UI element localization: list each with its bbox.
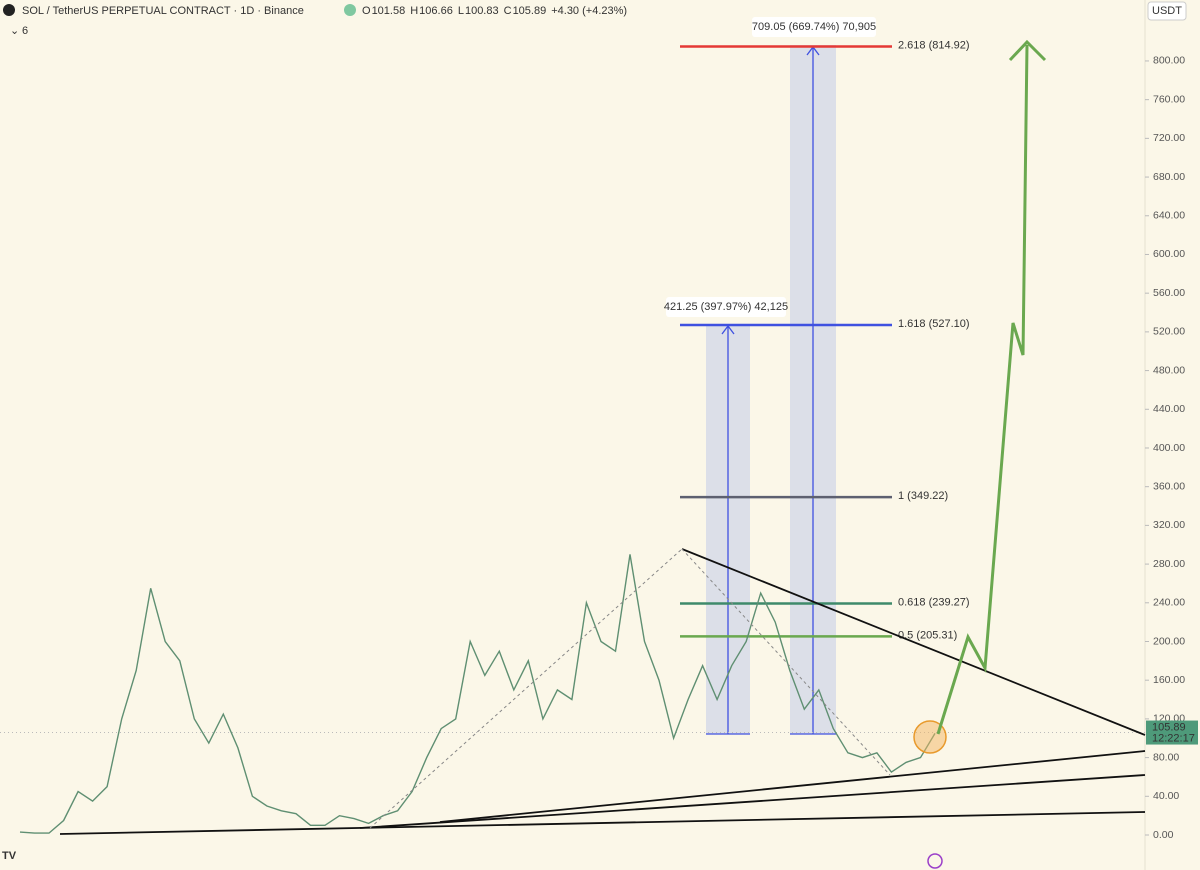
y-tick-label: 520.00 <box>1153 326 1185 338</box>
ohlc-value: 100.83 <box>465 5 499 17</box>
ohlc-value: 101.58 <box>372 5 406 17</box>
fib-label: 0.618 (239.27) <box>898 596 970 608</box>
ohlc-key: L <box>458 5 464 17</box>
y-tick-label: 80.00 <box>1153 751 1179 763</box>
projection-path <box>936 44 1029 735</box>
y-tick-label: 480.00 <box>1153 364 1185 376</box>
trend-lines <box>59 548 1146 835</box>
symbol-title: SOL / TetherUS PERPETUAL CONTRACT · 1D ·… <box>22 5 304 17</box>
ohlc-value: 105.89 <box>513 5 547 17</box>
y-tick-label: 400.00 <box>1153 442 1185 454</box>
fib-label: 2.618 (814.92) <box>898 39 970 51</box>
countdown: 12:22:17 <box>1152 732 1195 744</box>
fib-base <box>369 548 683 829</box>
price-tag <box>1146 720 1198 745</box>
flash-icon[interactable] <box>927 853 943 869</box>
y-tick-label: 360.00 <box>1153 480 1185 492</box>
y-tick-label: 680.00 <box>1153 171 1185 183</box>
currency-box[interactable] <box>1147 1 1187 21</box>
price-tag-value: 105.89 <box>1152 721 1186 733</box>
y-tick-label: 600.00 <box>1153 248 1185 260</box>
fib-label: 1 (349.22) <box>898 490 948 502</box>
y-tick-label: 800.00 <box>1153 55 1185 67</box>
fib-label: 1.618 (527.10) <box>898 318 970 330</box>
ohlc-key: H <box>410 5 418 17</box>
measure-label: 709.05 (669.74%) 70,905 <box>752 21 876 33</box>
y-tick-label: 560.00 <box>1153 287 1185 299</box>
header-bg <box>0 0 640 22</box>
status-dot <box>344 4 356 16</box>
fib-label: 0.5 (205.31) <box>898 629 957 641</box>
indicator-count[interactable]: 6 <box>22 25 28 37</box>
y-tick-label: 160.00 <box>1153 674 1185 686</box>
y-tick-label: 760.00 <box>1153 93 1185 105</box>
y-tick-label: 320.00 <box>1153 519 1185 531</box>
measure-label-bg <box>752 17 876 37</box>
logo: TV <box>2 850 17 862</box>
y-tick-label: 440.00 <box>1153 403 1185 415</box>
ohlc-value: 106.66 <box>419 5 453 17</box>
projection-arrowhead <box>1008 39 1047 62</box>
measure-label: 421.25 (397.97%) 42,125 <box>664 301 788 313</box>
ohlc-key: C <box>504 5 512 17</box>
y-tick-label: 40.00 <box>1153 790 1179 802</box>
symbol-icon <box>3 4 15 16</box>
y-tick-label: 640.00 <box>1153 210 1185 222</box>
y-tick-label: 200.00 <box>1153 635 1185 647</box>
price-line <box>19 554 936 834</box>
ohlc-key: O <box>362 5 371 17</box>
indicator-toggle[interactable]: ⌄ <box>10 25 19 37</box>
measure-label-bg <box>666 297 786 317</box>
y-tick-label: 240.00 <box>1153 597 1185 609</box>
y-tick-label: 280.00 <box>1153 558 1185 570</box>
currency[interactable]: USDT <box>1152 5 1182 17</box>
measure-arrows <box>706 45 836 735</box>
y-tick-label: 0.00 <box>1153 829 1174 841</box>
y-tick-label: 720.00 <box>1153 132 1185 144</box>
change: +4.30 (+4.23%) <box>551 5 627 17</box>
